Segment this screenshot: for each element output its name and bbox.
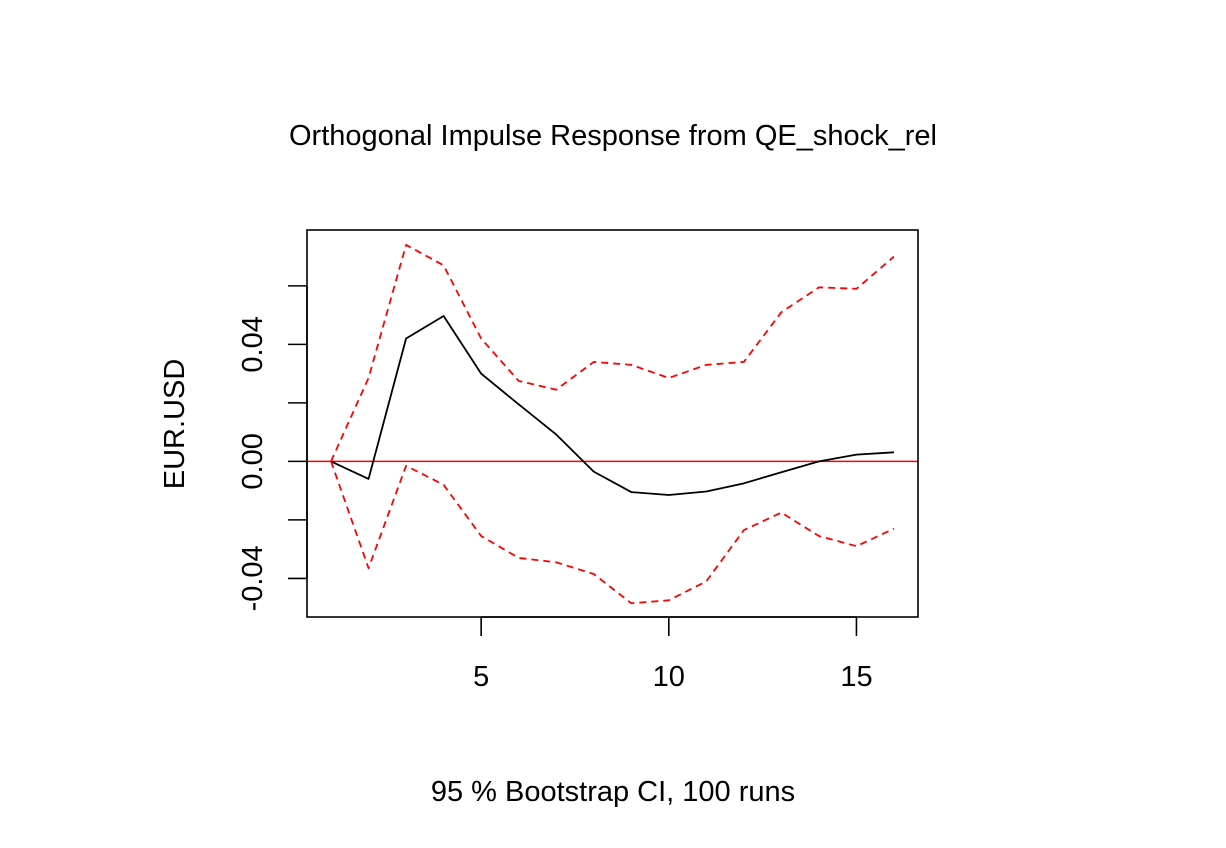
- y-tick-label: 0.04: [237, 316, 269, 372]
- x-axis-label: 95 % Bootstrap CI, 100 runs: [431, 776, 795, 808]
- x-tick-label: 10: [653, 661, 685, 693]
- y-tick-label: 0.00: [237, 433, 269, 489]
- ci-lower-line: [330, 461, 895, 605]
- plot-area: 5 10 15 -0.04 0.00 0.04: [237, 229, 919, 693]
- chart-title: Orthogonal Impulse Response from QE_shoc…: [289, 120, 937, 152]
- plot-frame: [306, 229, 919, 618]
- ci-upper-line: [330, 244, 895, 462]
- y-tick-label: -0.04: [237, 545, 269, 611]
- y-axis-label: EUR.USD: [159, 359, 191, 490]
- x-tick-label: 5: [473, 661, 489, 693]
- x-tick-label: 15: [840, 661, 872, 693]
- response-line: [330, 315, 895, 496]
